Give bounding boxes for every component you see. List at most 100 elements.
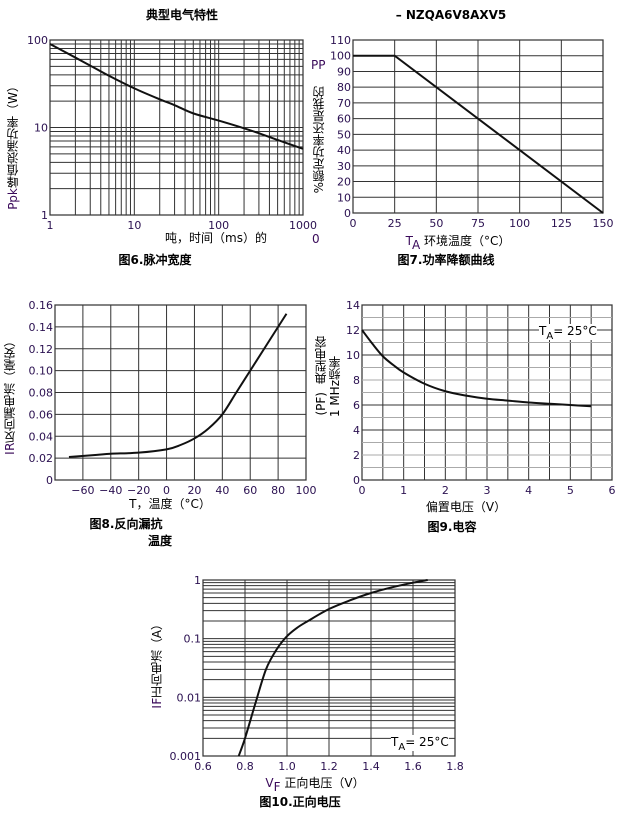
fig8-y-tick-label: 0.02 bbox=[29, 452, 54, 465]
fig6-x-tick-label: 1 bbox=[47, 219, 54, 232]
fig7-y-tick-label: 60 bbox=[337, 113, 351, 126]
fig7-x-tick-label: 125 bbox=[551, 217, 572, 230]
fig9-x-tick-label: 6 bbox=[609, 484, 616, 497]
fig6-xlabel: 吨，时间（ms）的 bbox=[165, 231, 267, 245]
fig8-y-tick-label: 0.16 bbox=[29, 299, 54, 312]
fig7-x-tick-label: 0 bbox=[350, 217, 357, 230]
fig7-xlabel-symbol: T bbox=[405, 234, 412, 248]
fig9-x-tick-label: 0 bbox=[359, 484, 366, 497]
fig7-y-tick-label: 100 bbox=[330, 50, 351, 63]
fig6-series-Ppk bbox=[49, 43, 304, 150]
fig9-x-tick-label: 3 bbox=[484, 484, 491, 497]
fig9-x-tick-label: 1 bbox=[400, 484, 407, 497]
fig10-xlabel: VF 正向电压（V） bbox=[265, 776, 365, 794]
fig7-caption: 图7.功率降额曲线 bbox=[397, 253, 495, 267]
fig8-y-tick-label: 0.14 bbox=[29, 321, 54, 334]
fig7-y-tick-label: 40 bbox=[337, 144, 351, 157]
fig7-x-tick-label: 25 bbox=[388, 217, 402, 230]
fig7-ylabel-text: %额定功率还是我的 bbox=[312, 86, 326, 194]
fig8-y-tick-label: 0.12 bbox=[29, 343, 54, 356]
fig8-caption-line2: 温度 bbox=[147, 534, 173, 548]
fig9-y-tick-label: 14 bbox=[346, 299, 360, 312]
fig10-x-tick-label: 0.8 bbox=[236, 760, 254, 773]
fig9-y-tick-label: 10 bbox=[346, 349, 360, 362]
fig9-x-tick-label: 4 bbox=[525, 484, 532, 497]
fig8-x-tick-label: 0 bbox=[163, 484, 170, 497]
fig7-x-tick-label: 150 bbox=[593, 217, 614, 230]
fig7-x-tick-label: 50 bbox=[429, 217, 443, 230]
fig10-x-tick-label: 1.2 bbox=[320, 760, 338, 773]
fig10-xlabel-sub: F bbox=[273, 780, 281, 794]
fig8-y-tick-label: 0.08 bbox=[29, 387, 54, 400]
fig9-ylabel-text: 典型电容 bbox=[314, 336, 328, 384]
fig10-ylabel-symbol: I bbox=[150, 705, 164, 709]
fig9-annotation-sub: A bbox=[546, 331, 554, 342]
fig10-x-tick-label: 1.6 bbox=[404, 760, 422, 773]
fig6-ylabel-symbol: P bbox=[6, 202, 20, 210]
fig10-caption: 图10.正向电压 bbox=[259, 795, 341, 809]
fig6-caption: 图6.脉冲宽度 bbox=[118, 253, 192, 267]
fig8-ylabel-symbol: I bbox=[3, 451, 17, 455]
fig9-caption: 图9.电容 bbox=[427, 520, 477, 534]
fig10-ylabel-sub: F bbox=[150, 698, 164, 706]
fig6-y-tick-label: 1 bbox=[41, 209, 48, 222]
fig7-y-tick-label: 0 bbox=[344, 207, 351, 220]
fig8-ylabel-sub: R bbox=[3, 443, 17, 452]
fig8-series-IR bbox=[68, 313, 288, 459]
part-number: – NZQA6V8AXV5 bbox=[395, 8, 507, 22]
fig9-series-C bbox=[361, 329, 592, 408]
fig10-ylabel-text: 正向电流（A） bbox=[150, 618, 164, 699]
fig8-x-tick-label: 60 bbox=[243, 484, 257, 497]
fig6-ylabel-sub: pk bbox=[6, 187, 20, 203]
fig9-ylabel-unit: (PF) bbox=[314, 392, 328, 416]
fig7-y-tick-label: 70 bbox=[337, 97, 351, 110]
fig9-y-tick-label: 8 bbox=[353, 374, 360, 387]
fig9-x-tick-label: 2 bbox=[442, 484, 449, 497]
fig8-y-tick-label: 0.10 bbox=[29, 365, 54, 378]
fig10-ylabel: IF正向电流（A） bbox=[150, 618, 164, 709]
fig7-y-tick-label: 20 bbox=[337, 176, 351, 189]
fig8-x-tick-label: 100 bbox=[296, 484, 317, 497]
fig8-x-tick-label: 20 bbox=[187, 484, 201, 497]
fig6-ylabel: Ppk峰值浪涌功率（W） bbox=[6, 80, 20, 210]
fig7-y-tick-label: 10 bbox=[337, 191, 351, 204]
fig8-y-tick-label: 0 bbox=[46, 474, 53, 487]
fig7-y-tick-label: 110 bbox=[330, 34, 351, 47]
fig7-x-tick-label: 75 bbox=[471, 217, 485, 230]
fig8-x-tick-label: 40 bbox=[215, 484, 229, 497]
fig7-xlabel: TA 环境温度（°C） bbox=[405, 234, 511, 252]
fig8-x-tick-label: −40 bbox=[99, 484, 122, 497]
page-title: 典型电气特性 bbox=[145, 8, 219, 22]
fig7-x-tick-label: 100 bbox=[509, 217, 530, 230]
fig7-y-tick-label: 90 bbox=[337, 65, 351, 78]
fig6-x-tick-label: 10 bbox=[127, 219, 141, 232]
fig10-x-tick-label: 1.8 bbox=[446, 760, 464, 773]
fig7-y-tick-label: 50 bbox=[337, 128, 351, 141]
fig9-y-tick-label: 4 bbox=[353, 424, 360, 437]
fig9-annotation-symbol: T bbox=[539, 324, 547, 338]
fig9-y-tick-label: 0 bbox=[353, 474, 360, 487]
fig10-annotation-text: = 25°C bbox=[405, 735, 449, 749]
fig10-annotation: TA= 25°C bbox=[391, 735, 449, 753]
fig10-xlabel-symbol: V bbox=[265, 776, 274, 790]
fig6-ylabel-text: 峰值浪涌功率（W） bbox=[6, 80, 20, 188]
fig10-y-tick-label: 0.01 bbox=[177, 691, 202, 704]
fig7-xlabel-text: 环境温度（°C） bbox=[424, 234, 511, 248]
fig10-x-tick-label: 1.4 bbox=[362, 760, 380, 773]
fig9-xlabel: 偏置电压（V） bbox=[425, 500, 507, 514]
fig10-y-tick-label: 1 bbox=[194, 574, 201, 587]
fig8-ylabel: IR反向漏电流（毫安） bbox=[3, 335, 17, 455]
fig7-xlabel-sub: A bbox=[411, 238, 421, 252]
fig9-ylabel-note: 1 MHz频率 bbox=[328, 356, 342, 418]
fig10-x-tick-label: 0.6 bbox=[194, 760, 212, 773]
fig6-y-tick-label: 100 bbox=[27, 34, 48, 47]
fig8-x-tick-label: 80 bbox=[271, 484, 285, 497]
fig8-caption: 图8.反向漏抗 bbox=[89, 517, 163, 531]
fig10-annotation-symbol: T bbox=[391, 735, 399, 749]
fig10-y-tick-label: 0.001 bbox=[170, 750, 202, 763]
fig6-x-tick-label: 100 bbox=[208, 219, 229, 232]
fig10-series-IF bbox=[237, 579, 428, 757]
fig6-y-tick-label: 10 bbox=[34, 122, 48, 135]
fig10-xlabel-text: 正向电压（V） bbox=[284, 776, 365, 790]
fig8-xlabel: T，温度（°C） bbox=[129, 497, 211, 511]
